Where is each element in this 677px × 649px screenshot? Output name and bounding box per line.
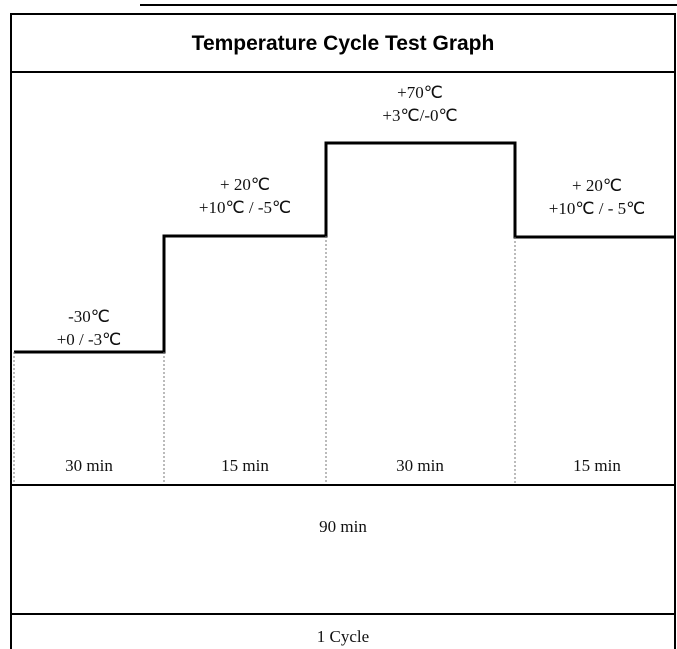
total-duration: 90 min <box>319 517 367 536</box>
stage-duration: 30 min <box>396 456 444 475</box>
stage-temperature: +70℃ <box>397 83 443 102</box>
stage-tolerance: +0 / -3℃ <box>57 330 122 349</box>
cycle-label: 1 Cycle <box>317 627 369 646</box>
stage-duration: 15 min <box>221 456 269 475</box>
stage-dividers <box>13 236 516 485</box>
stage-duration: 30 min <box>65 456 113 475</box>
title: Temperature Cycle Test Graph <box>192 32 495 55</box>
stage-temperature: + 20℃ <box>572 176 622 195</box>
temperature-profile <box>14 141 675 354</box>
stage-temperature: + 20℃ <box>220 175 270 194</box>
stage-tolerance: +10℃ / - 5℃ <box>549 199 645 218</box>
stage-temperature: -30℃ <box>68 307 110 326</box>
frame <box>10 13 676 649</box>
stage-tolerance: +3℃/-0℃ <box>382 106 457 125</box>
stage-duration: 15 min <box>573 456 621 475</box>
stages: -30℃ +0 / -3℃ 30 min + 20℃ +10℃ / -5℃ 15 min +… <box>57 83 645 475</box>
stage-tolerance: +10℃ / -5℃ <box>199 198 291 217</box>
